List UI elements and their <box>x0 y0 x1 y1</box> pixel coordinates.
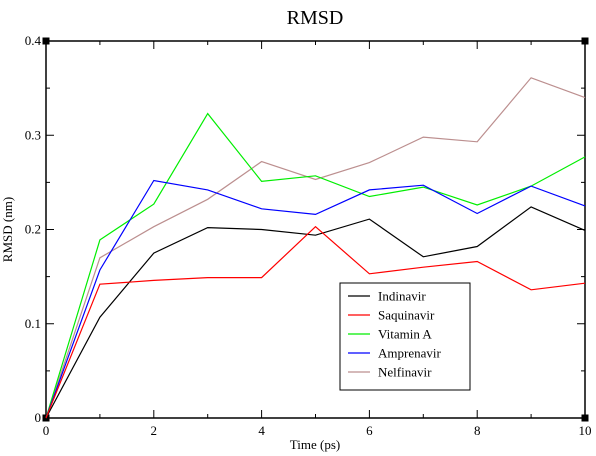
y-tick-label: 0 <box>35 410 42 425</box>
series-line-saquinavir <box>45 225 586 419</box>
x-tick-label: 6 <box>366 423 373 438</box>
chart-title: RMSD <box>287 7 344 29</box>
x-tick-label: 4 <box>258 423 265 438</box>
y-tick-label: 0.3 <box>25 127 41 142</box>
x-tick-label: 0 <box>43 423 50 438</box>
legend-label: Saquinavir <box>378 308 435 323</box>
y-tick-label: 0.2 <box>25 222 41 237</box>
series-group <box>45 77 586 419</box>
legend-label: Indinavir <box>378 289 426 304</box>
plot-area: 0 2 4 6 8 10 0 0.1 0.2 0.3 0.4 <box>25 33 592 438</box>
y-tick-label: 0.4 <box>25 33 42 48</box>
series-line-indinavir <box>45 206 586 419</box>
legend-label: Amprenavir <box>378 346 441 361</box>
legend-label: Vitamin A <box>378 327 432 342</box>
x-axis-label: Time (ps) <box>290 437 340 452</box>
y-axis-label: RMSD (nm) <box>0 197 15 262</box>
legend-label: Nelfinavir <box>378 365 432 380</box>
plot-frame <box>45 40 586 419</box>
x-tick-label: 10 <box>579 423 592 438</box>
series-line-vitamin-a <box>45 112 586 419</box>
series-line-amprenavir <box>45 179 586 419</box>
series-line-nelfinavir <box>45 77 586 419</box>
y-tick-label: 0.1 <box>25 316 41 331</box>
x-tick-label: 2 <box>151 423 158 438</box>
x-tick-label: 8 <box>474 423 481 438</box>
legend: Indinavir Saquinavir Vitamin A Amprenavir Ne… <box>339 282 471 391</box>
